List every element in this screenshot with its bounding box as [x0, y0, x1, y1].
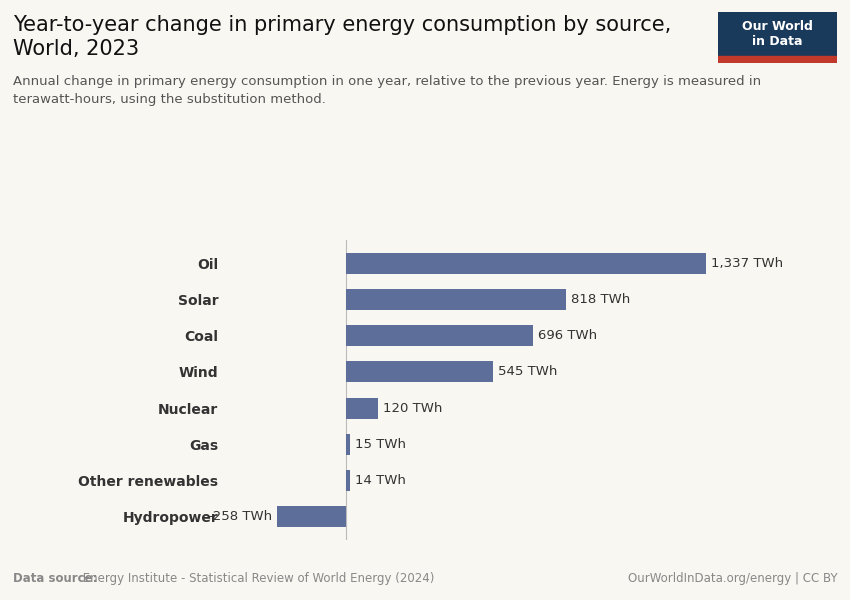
Bar — [718, 56, 837, 63]
Text: 14 TWh: 14 TWh — [354, 474, 405, 487]
Text: Our World: Our World — [742, 20, 813, 33]
Bar — [346, 470, 350, 491]
Bar — [346, 253, 706, 274]
Text: Annual change in primary energy consumption in one year, relative to the previou: Annual change in primary energy consumpt… — [13, 75, 761, 106]
Text: 545 TWh: 545 TWh — [497, 365, 557, 379]
Bar — [346, 398, 378, 419]
Text: 15 TWh: 15 TWh — [355, 438, 406, 451]
Bar — [346, 361, 493, 382]
Text: 1,337 TWh: 1,337 TWh — [711, 257, 783, 270]
Bar — [277, 506, 346, 527]
Bar — [346, 325, 533, 346]
Text: Data source:: Data source: — [13, 572, 97, 585]
Bar — [346, 434, 350, 455]
Text: 818 TWh: 818 TWh — [571, 293, 630, 306]
Text: in Data: in Data — [752, 35, 803, 48]
Text: OurWorldInData.org/energy | CC BY: OurWorldInData.org/energy | CC BY — [627, 572, 837, 585]
Text: World, 2023: World, 2023 — [13, 39, 139, 59]
Text: -258 TWh: -258 TWh — [208, 510, 272, 523]
Text: Year-to-year change in primary energy consumption by source,: Year-to-year change in primary energy co… — [13, 15, 671, 35]
Bar — [346, 289, 566, 310]
Text: Energy Institute - Statistical Review of World Energy (2024): Energy Institute - Statistical Review of… — [79, 572, 434, 585]
Text: 696 TWh: 696 TWh — [538, 329, 598, 342]
Text: 120 TWh: 120 TWh — [383, 401, 443, 415]
